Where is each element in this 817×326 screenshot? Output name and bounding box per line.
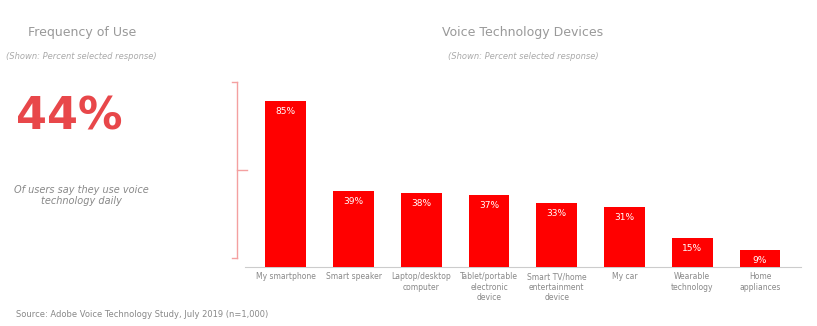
Bar [537,203,577,267]
Text: 15%: 15% [682,244,703,253]
Text: (Shown: Percent selected response): (Shown: Percent selected response) [448,52,598,61]
Bar [672,238,712,267]
Text: Of users say they use voice
technology daily: Of users say they use voice technology d… [15,185,149,206]
Text: 33%: 33% [547,209,567,218]
Bar [605,207,645,267]
Text: Frequency of Use: Frequency of Use [28,26,136,39]
Text: 44%: 44% [16,96,123,139]
Bar [401,193,441,267]
Text: (Shown: Percent selected response): (Shown: Percent selected response) [7,52,157,61]
Text: 37%: 37% [479,201,499,210]
Text: 39%: 39% [343,197,364,206]
Text: 85%: 85% [275,107,296,116]
Bar [739,250,780,267]
Bar [469,195,509,267]
Text: 31%: 31% [614,213,635,222]
Text: Source: Adobe Voice Technology Study, July 2019 (n=1,000): Source: Adobe Voice Technology Study, Ju… [16,310,269,319]
Text: 38%: 38% [411,199,431,208]
Bar [333,191,374,267]
Text: Voice Technology Devices: Voice Technology Devices [442,26,604,39]
Text: 9%: 9% [752,256,767,265]
Bar [266,101,306,267]
